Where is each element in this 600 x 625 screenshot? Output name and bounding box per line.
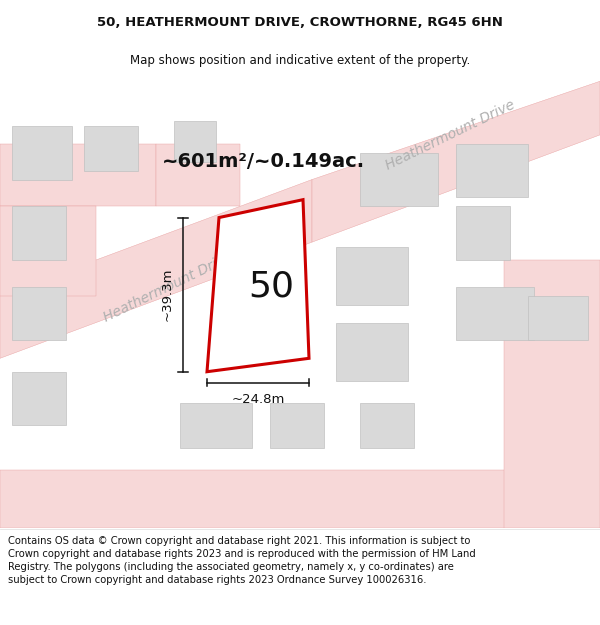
Bar (12, 287, 66, 341)
Bar (360, 403, 414, 448)
Polygon shape (0, 206, 96, 296)
Bar (336, 247, 408, 304)
Polygon shape (0, 179, 312, 358)
Bar (180, 403, 252, 448)
Polygon shape (0, 144, 156, 206)
Text: 50, HEATHERMOUNT DRIVE, CROWTHORNE, RG45 6HN: 50, HEATHERMOUNT DRIVE, CROWTHORNE, RG45… (97, 16, 503, 29)
Bar (174, 121, 216, 162)
Text: Heathermount Drive: Heathermount Drive (101, 249, 235, 324)
Text: ~24.8m: ~24.8m (232, 392, 284, 406)
Bar (12, 206, 66, 260)
Polygon shape (312, 81, 600, 242)
Polygon shape (207, 199, 309, 372)
Text: Heathermount Drive: Heathermount Drive (383, 98, 517, 172)
Polygon shape (0, 470, 600, 528)
Bar (270, 403, 324, 448)
Bar (360, 152, 438, 206)
Bar (456, 287, 534, 341)
Text: 50: 50 (248, 270, 295, 304)
Bar (12, 126, 72, 179)
Text: Contains OS data © Crown copyright and database right 2021. This information is : Contains OS data © Crown copyright and d… (8, 536, 476, 586)
Bar (84, 126, 138, 171)
Bar (456, 206, 510, 260)
Polygon shape (156, 144, 240, 206)
Polygon shape (504, 260, 600, 528)
Bar (336, 322, 408, 381)
Bar (528, 296, 588, 341)
Text: Map shows position and indicative extent of the property.: Map shows position and indicative extent… (130, 54, 470, 68)
Bar (12, 372, 66, 426)
Bar (456, 144, 528, 198)
Text: ~601m²/~0.149ac.: ~601m²/~0.149ac. (162, 152, 365, 171)
Text: ~39.3m: ~39.3m (160, 268, 173, 321)
